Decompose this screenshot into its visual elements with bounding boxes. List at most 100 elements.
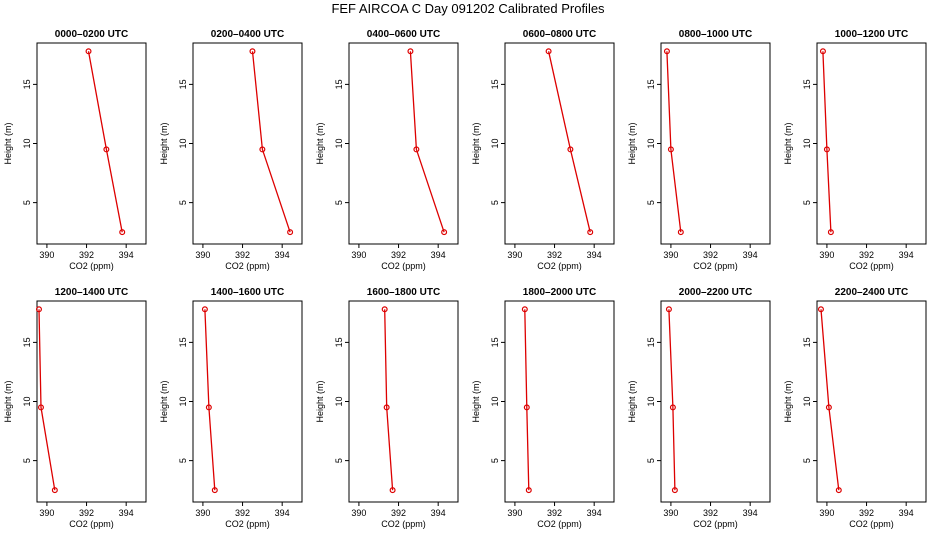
panel-title: 1400–1600 UTC: [211, 287, 284, 298]
plot-frame: [36, 300, 147, 503]
data-point: [545, 48, 552, 55]
plot-frame: [816, 42, 927, 245]
x-tick-label: 390: [507, 250, 522, 260]
x-tick-label: 392: [79, 250, 94, 260]
y-axis-label: Height (m): [627, 380, 637, 422]
x-tick-label: 394: [275, 508, 290, 518]
panel-title: 0400–0600 UTC: [367, 29, 440, 40]
data-point: [827, 229, 834, 236]
x-axis-label: CO2 (ppm): [849, 519, 894, 529]
data-point: [211, 487, 218, 494]
data-point: [663, 48, 670, 55]
y-tick-label: 10: [22, 396, 32, 406]
x-tick-label: 390: [819, 250, 834, 260]
data-point: [383, 404, 390, 411]
x-tick-label: 390: [351, 250, 366, 260]
profile-chart: 1400–1600 UTC 390 392 394 5 10 15 CO2 (ppm) Heig…: [159, 287, 303, 529]
x-tick-label: 390: [507, 508, 522, 518]
profile-panel: 0800–1000 UTC 390 392 394 5 10 15 CO2 (ppm) Heig…: [624, 0, 780, 271]
x-tick-label: 392: [235, 508, 250, 518]
profile-line: [409, 51, 445, 233]
data-point: [819, 48, 826, 55]
y-tick-label: 15: [178, 337, 188, 347]
x-tick-label: 392: [547, 250, 562, 260]
y-tick-label: 10: [22, 138, 32, 148]
data-point: [587, 229, 594, 236]
plot-frame: [348, 42, 459, 245]
y-axis-label: Height (m): [3, 122, 13, 164]
data-point: [85, 48, 92, 55]
data-point: [677, 229, 684, 236]
plot-frame: [192, 300, 303, 503]
profile-line: [822, 51, 832, 233]
x-axis-label: CO2 (ppm): [537, 261, 582, 271]
profile-panel: 0000–0200 UTC 390 392 394 5 10 15 CO2 (ppm) Heig…: [0, 0, 156, 271]
y-axis-label: Height (m): [471, 380, 481, 422]
y-axis-label: Height (m): [159, 122, 169, 164]
x-tick-label: 394: [119, 508, 134, 518]
x-tick-label: 394: [899, 508, 914, 518]
plot-frame: [504, 42, 615, 245]
y-axis-label: Height (m): [471, 122, 481, 164]
x-tick-label: 392: [391, 508, 406, 518]
x-axis-label: CO2 (ppm): [693, 261, 738, 271]
data-point: [523, 404, 530, 411]
profile-chart: 1800–2000 UTC 390 392 394 5 10 15 CO2 (ppm) Heig…: [471, 287, 615, 529]
x-tick-label: 394: [743, 508, 758, 518]
panel-title: 0800–1000 UTC: [679, 29, 752, 40]
profile-panel: 1000–1200 UTC 390 392 394 5 10 15 CO2 (ppm) Heig…: [780, 0, 936, 271]
panel-title: 1000–1200 UTC: [835, 29, 908, 40]
plot-frame: [660, 42, 771, 245]
y-tick-label: 15: [646, 79, 656, 89]
y-tick-label: 5: [646, 458, 656, 463]
x-tick-label: 394: [275, 250, 290, 260]
plot-frame: [816, 300, 927, 503]
x-tick-label: 394: [587, 250, 602, 260]
data-point: [667, 146, 674, 153]
profile-panel: 1200–1400 UTC 390 392 394 5 10 15 CO2 (ppm) Heig…: [0, 258, 156, 529]
x-tick-label: 390: [39, 250, 54, 260]
profile-line: [38, 309, 56, 491]
x-tick-label: 390: [351, 508, 366, 518]
x-axis-label: CO2 (ppm): [69, 519, 114, 529]
profile-panel: 0600–0800 UTC 390 392 394 5 10 15 CO2 (ppm) Heig…: [468, 0, 624, 271]
x-tick-label: 394: [899, 250, 914, 260]
data-point: [825, 404, 832, 411]
x-tick-label: 392: [547, 508, 562, 518]
y-tick-label: 5: [22, 200, 32, 205]
data-point: [441, 229, 448, 236]
y-tick-label: 5: [334, 200, 344, 205]
data-point: [201, 306, 208, 313]
y-tick-label: 15: [22, 79, 32, 89]
plot-frame: [36, 42, 147, 245]
data-point: [103, 146, 110, 153]
y-tick-label: 10: [646, 138, 656, 148]
x-axis-label: CO2 (ppm): [381, 261, 426, 271]
profile-panel: 1400–1600 UTC 390 392 394 5 10 15 CO2 (ppm) Heig…: [156, 258, 312, 529]
panel-title: 2000–2200 UTC: [679, 287, 752, 298]
x-axis-label: CO2 (ppm): [69, 261, 114, 271]
y-tick-label: 15: [22, 337, 32, 347]
profile-panel: 1800–2000 UTC 390 392 394 5 10 15 CO2 (ppm) Heig…: [468, 258, 624, 529]
panel-title: 1200–1400 UTC: [55, 287, 128, 298]
plot-frame: [192, 42, 303, 245]
x-tick-label: 390: [195, 508, 210, 518]
x-tick-label: 394: [743, 250, 758, 260]
profile-panel: 2200–2400 UTC 390 392 394 5 10 15 CO2 (ppm) Heig…: [780, 258, 936, 529]
x-tick-label: 390: [39, 508, 54, 518]
y-tick-label: 10: [334, 138, 344, 148]
y-axis-label: Height (m): [315, 380, 325, 422]
y-tick-label: 10: [802, 138, 812, 148]
profile-line: [820, 309, 840, 491]
profile-chart: 0200–0400 UTC 390 392 394 5 10 15 CO2 (ppm) Heig…: [159, 29, 303, 271]
panel-title: 1600–1800 UTC: [367, 287, 440, 298]
profile-line: [547, 51, 591, 233]
x-tick-label: 392: [235, 250, 250, 260]
y-tick-label: 5: [490, 458, 500, 463]
data-point: [823, 146, 830, 153]
data-point: [35, 306, 42, 313]
profile-panel: 1600–1800 UTC 390 392 394 5 10 15 CO2 (ppm) Heig…: [312, 258, 468, 529]
y-tick-label: 10: [178, 396, 188, 406]
y-tick-label: 5: [490, 200, 500, 205]
